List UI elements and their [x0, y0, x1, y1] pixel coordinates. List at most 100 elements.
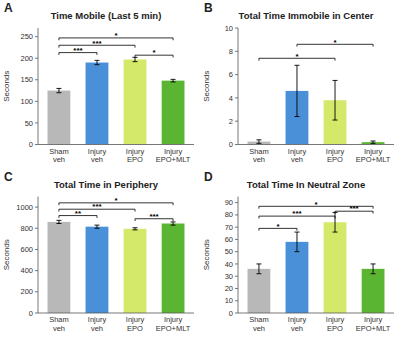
error-line	[373, 264, 374, 274]
x-tick-label: InjuryEPO	[126, 147, 145, 165]
plot-area	[48, 203, 185, 313]
error-cap	[133, 229, 138, 230]
y-tick-label: 80	[225, 210, 233, 219]
y-tick-label: 40	[225, 260, 233, 269]
significance-label: ***	[73, 46, 83, 55]
title: Total Time In Neutral Zone	[247, 179, 365, 190]
plot-area	[248, 44, 385, 144]
y-tick-label: 400	[20, 266, 33, 275]
x-axis	[38, 144, 194, 145]
x-tick-label: InjuryEPO	[326, 315, 345, 333]
error-line	[296, 232, 297, 252]
bar	[362, 269, 385, 313]
bar	[162, 224, 185, 313]
error-line	[173, 222, 174, 225]
error-line	[258, 140, 259, 143]
error-bar	[256, 264, 261, 274]
x-tick-label: InjuryEPO+MLT	[156, 315, 191, 333]
error-cap	[256, 139, 261, 140]
x-tick-line: EPO+MLT	[356, 155, 391, 164]
x-tick-line: EPO+MLT	[156, 155, 191, 164]
y-tick	[235, 239, 238, 240]
significance-label: *	[333, 38, 337, 47]
x-tick-line: EPO+MLT	[156, 324, 191, 333]
significance-label: ***	[292, 209, 302, 218]
significance-label: ***	[92, 202, 102, 211]
y-tick	[35, 58, 38, 59]
y-tick-label: 2	[229, 117, 233, 126]
error-cap	[294, 251, 299, 252]
axis-label: Seconds	[202, 239, 211, 270]
y-tick	[35, 207, 38, 208]
significance-label: *	[276, 222, 280, 231]
y-tick	[35, 228, 38, 229]
x-tick-label: Injuryveh	[88, 315, 107, 333]
x-tick-line: veh	[91, 155, 103, 164]
y-tick	[235, 313, 238, 314]
y-tick	[235, 276, 238, 277]
error-bar	[371, 264, 376, 274]
significance-label: ***	[149, 212, 159, 221]
x-tick-line: EPO	[127, 324, 143, 333]
y-tick	[235, 74, 238, 75]
y-tick	[35, 291, 38, 292]
bar	[124, 59, 147, 144]
error-cap	[171, 81, 176, 82]
error-cap	[256, 273, 261, 274]
plot-area	[248, 206, 385, 313]
x-tick-line: veh	[253, 324, 265, 333]
x-tick-label: InjuryEPO+MLT	[356, 315, 391, 333]
x-tick-line: veh	[53, 155, 65, 164]
x-tick-line: veh	[53, 324, 65, 333]
error-bar	[133, 228, 138, 230]
y-tick-label: 250	[20, 32, 33, 41]
y-tick-label: 0	[229, 309, 233, 318]
y-tick	[235, 251, 238, 252]
y-tick	[235, 202, 238, 203]
error-line	[296, 65, 297, 116]
x-tick-line: EPO	[327, 324, 343, 333]
x-tick-label: Injuryveh	[288, 147, 307, 165]
y-axis	[38, 197, 39, 314]
y-tick	[235, 300, 238, 301]
significance-label: ***	[349, 204, 359, 213]
error-cap	[171, 79, 176, 80]
error-cap	[294, 116, 299, 117]
axis-label: Seconds	[2, 71, 11, 102]
panel: DTotal Time In Neutral ZoneSeconds010203…	[202, 170, 394, 333]
error-cap	[371, 141, 376, 142]
error-line	[335, 80, 336, 120]
x-tick-line: veh	[291, 155, 303, 164]
y-tick-label: 10	[225, 24, 233, 33]
error-cap	[56, 220, 61, 221]
error-cap	[133, 227, 138, 228]
error-cap	[294, 65, 299, 66]
error-bar	[94, 225, 99, 228]
error-cap	[294, 232, 299, 233]
error-bar	[294, 232, 299, 252]
figure: ATime Mobile (Last 5 min)Seconds05010015…	[0, 0, 400, 337]
bar	[248, 269, 271, 313]
x-axis	[238, 144, 394, 145]
bar	[124, 229, 147, 313]
x-tick-label: InjuryEPO+MLT	[356, 147, 391, 165]
y-axis	[38, 28, 39, 145]
x-tick-line: EPO	[127, 155, 143, 164]
error-cap	[133, 61, 138, 62]
bar	[286, 242, 309, 313]
y-tick-label: 6	[229, 70, 233, 79]
error-line	[96, 225, 97, 228]
y-tick-label: 20	[225, 284, 233, 293]
bar	[48, 91, 71, 145]
x-tick-label: InjuryEPO	[126, 315, 145, 333]
x-tick-label: Injuryveh	[288, 315, 307, 333]
y-tick-label: 60	[225, 235, 233, 244]
error-cap	[171, 225, 176, 226]
error-cap	[371, 143, 376, 144]
y-tick-label: 200	[20, 54, 33, 63]
y-tick-label: 8	[229, 47, 233, 56]
significance-label: *	[295, 52, 299, 61]
error-cap	[333, 232, 338, 233]
y-tick	[35, 249, 38, 250]
panel-label: A	[4, 1, 13, 15]
